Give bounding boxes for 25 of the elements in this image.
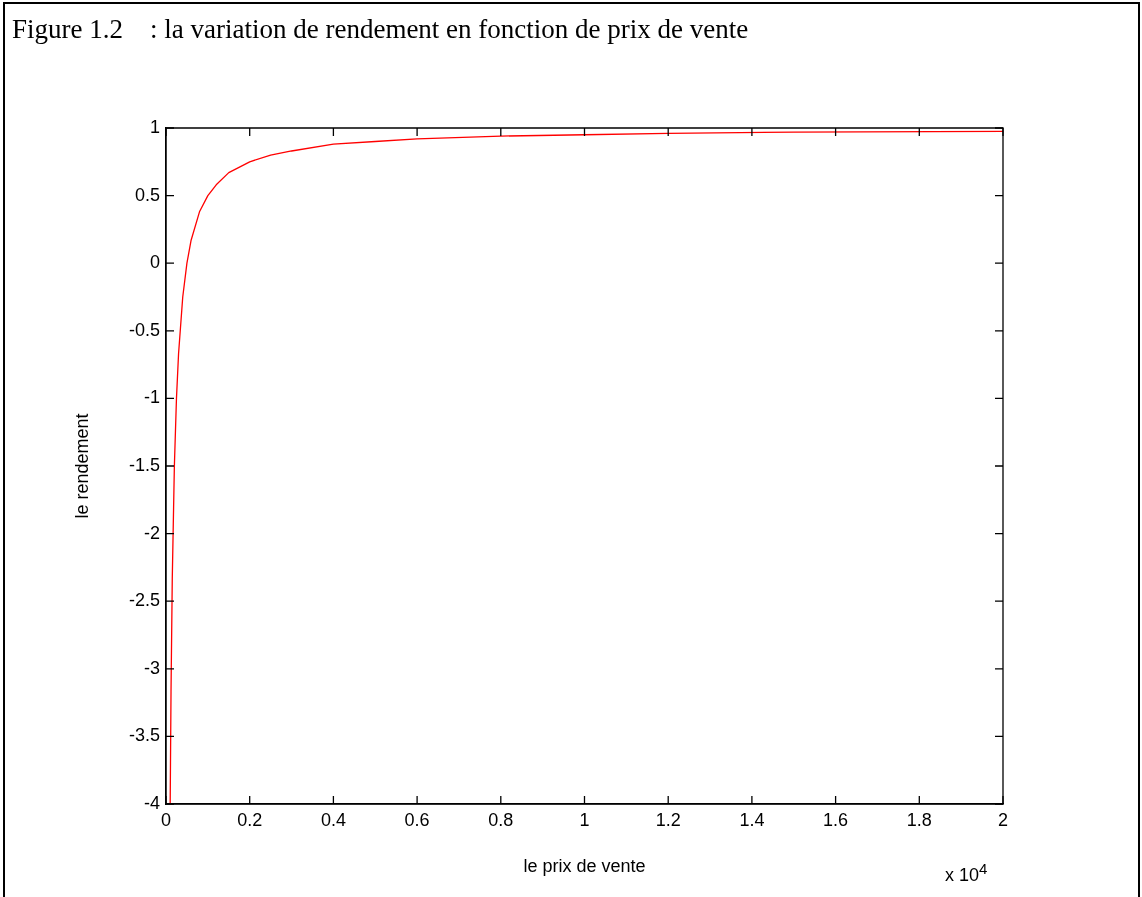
- x-tick-label: 0.2: [237, 809, 263, 830]
- x-tick-label: 1.2: [655, 809, 681, 830]
- y-tick-label: 1: [149, 116, 160, 137]
- x-axis-title: le prix de vente: [523, 856, 646, 877]
- x-tick-label: 1.4: [739, 809, 765, 830]
- x-tick-label: 1: [579, 809, 590, 830]
- x-tick-label: 1.6: [823, 809, 849, 830]
- y-tick-label: -3: [143, 657, 160, 678]
- y-axis-title: le rendement: [71, 413, 92, 519]
- x-tick-label: 0.6: [404, 809, 430, 830]
- y-tick-label: -3.5: [128, 725, 160, 746]
- y-tick-label: 0.5: [134, 184, 160, 205]
- text: x 10$^{4}$: [945, 860, 988, 886]
- x-tick-label: 2: [997, 809, 1009, 830]
- y-tick-label: -2.5: [128, 590, 160, 611]
- x-tick-label: 1.8: [906, 809, 932, 830]
- y-tick-label: 0: [149, 252, 160, 273]
- y-tick-label: -2: [143, 522, 160, 543]
- y-tick-label: -4: [143, 792, 160, 813]
- x-tick-label: 0.8: [488, 809, 514, 830]
- y-tick-label: -1.5: [128, 454, 160, 475]
- y-tick-label: -1: [143, 387, 160, 408]
- x-tick-label: 0.4: [320, 809, 346, 830]
- y-tick-label: -0.5: [128, 319, 160, 340]
- chart-title: Figure 1.2 : la variation de rendement en fonction de prix de vente: [12, 14, 749, 45]
